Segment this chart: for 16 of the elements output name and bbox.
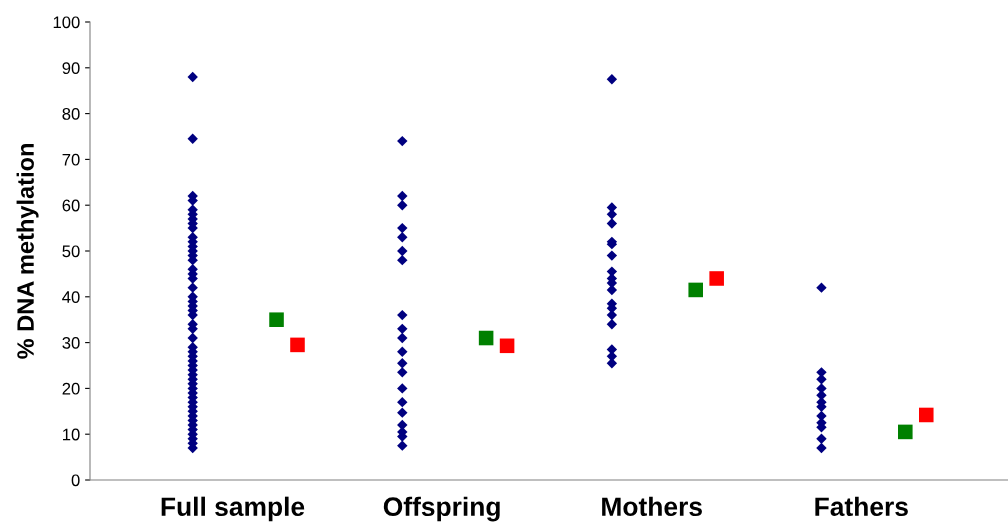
x-tick-label: Offspring bbox=[383, 496, 500, 522]
y-tick-label: 40 bbox=[62, 291, 80, 303]
y-tick-label: 70 bbox=[62, 153, 80, 166]
y-tick-label: 20 bbox=[62, 382, 80, 395]
y-tick-label: 10 bbox=[63, 428, 80, 441]
y-tick-label: 100 bbox=[53, 16, 80, 29]
x-tick-label: Full sample bbox=[161, 496, 305, 522]
y-tick-label: 60 bbox=[62, 199, 80, 212]
y-tick-label: 80 bbox=[62, 108, 80, 120]
y-tick-label: 90 bbox=[62, 62, 80, 74]
y-tick-label: 0 bbox=[71, 474, 80, 487]
y-tick-label: 50 bbox=[62, 245, 80, 258]
x-tick-label: Fathers bbox=[815, 496, 908, 517]
y-tick-label: 30 bbox=[62, 337, 80, 349]
x-tick-label: Mothers bbox=[602, 496, 702, 517]
y-axis-title: % DNA methylation bbox=[16, 144, 39, 359]
